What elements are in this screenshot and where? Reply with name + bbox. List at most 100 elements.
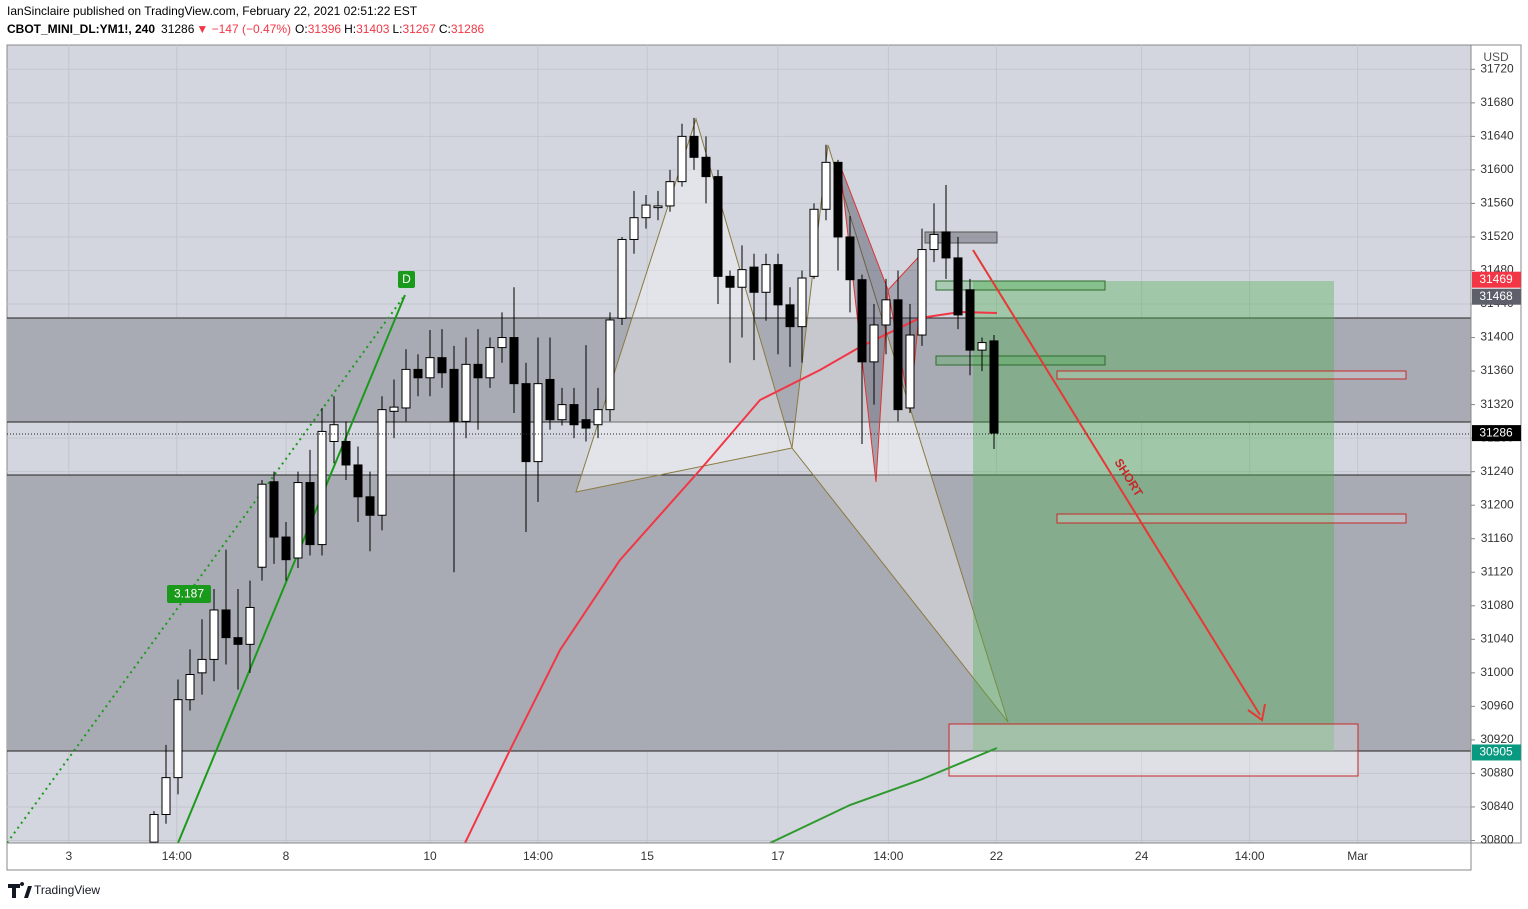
last: 31286 [161,22,195,36]
arrow [972,249,1261,716]
candle-body [773,264,783,306]
candle-body [305,482,315,546]
ratio-label: 3.187 [174,587,204,601]
candle-body [869,324,879,363]
candle-body [857,279,867,363]
candle-body [953,257,963,316]
candle-body [257,483,267,568]
candle-body [545,378,555,421]
candle-body [437,357,447,374]
candle-body [809,208,819,277]
candle-body [677,135,687,183]
time-axis [6,842,1472,871]
y-tick-label: 30840 [1480,799,1514,813]
y-tick-label: 31080 [1480,598,1514,612]
h: 31403 [356,22,390,36]
currency: USD [1483,50,1509,64]
x-tick-label: 17 [771,849,785,863]
y-tick-label: 31680 [1480,95,1514,109]
o-label: O: [295,22,308,36]
y-tick-label: 31400 [1480,330,1514,344]
y-tick-label: 31000 [1480,665,1514,679]
y-tick-label: 30920 [1480,732,1514,746]
candle-body [893,299,903,411]
ratio-box [167,585,211,603]
candle-body [281,536,291,561]
o: 31396 [308,22,342,36]
trend [177,294,406,843]
candle-body [701,156,711,178]
candle-body [497,337,507,349]
candle-body [557,404,567,421]
x-tick-label: 14:00 [1235,849,1265,863]
arrow-head [1247,703,1266,722]
box [948,723,1359,777]
candle-body [977,342,987,351]
candle-body [641,204,651,219]
candle-body [713,176,723,277]
candle-body [509,337,519,385]
candle-body [929,233,939,251]
pattern [791,144,1009,723]
candle-body [605,319,615,411]
candle-body [245,606,255,645]
candle-body [653,205,663,209]
x-tick-label: 22 [990,849,1004,863]
candle-body [989,340,999,434]
candle-body [341,440,351,466]
y-tick-label: 31520 [1480,229,1514,243]
candle-body [593,409,603,426]
x-tick-label: 8 [283,849,290,863]
y-tick-label: 31200 [1480,497,1514,511]
box [924,231,998,244]
candle-body [329,424,339,442]
price-label-box [1472,744,1521,761]
candle-body [389,406,399,412]
logo [8,882,32,898]
brand: TradingView [34,883,100,897]
candle-body [473,363,483,379]
candle-body [725,275,735,288]
candle-body [749,266,759,293]
quote: CBOT_MINI_DL:YM1!, 240 31286 ▼ −147 (−0.47… [7,22,485,36]
candle-body [833,161,843,238]
ma-green [769,747,998,843]
y-tick-label: 31720 [1480,61,1514,75]
h-label: H: [344,22,356,36]
candle-body [533,383,543,463]
drawings [7,117,1471,843]
candle-body [365,496,375,516]
y-tick-label: 31160 [1481,531,1514,545]
candle-body [221,609,231,639]
y-tick-label: 31640 [1480,129,1514,143]
y-tick-label: 31600 [1480,162,1514,176]
change: ▼ −147 (−0.47%) [196,22,291,36]
candle-body [197,658,207,674]
candle-body [845,236,855,281]
target-box [973,281,1334,751]
box [935,355,1106,366]
x-tick-label: 10 [423,849,437,863]
price-axis [1470,44,1522,844]
ma-red [464,310,998,843]
x-tick-label: 3 [65,849,72,863]
candle-body [209,609,219,660]
candle-body [317,430,327,546]
candle-body [569,404,579,426]
d-label: D [402,272,411,286]
price-label: 31469 [1479,272,1513,286]
price-label: 31286 [1479,425,1513,439]
c-label: C: [439,22,451,36]
y-tick-label: 30880 [1480,766,1514,780]
d-box [398,271,415,288]
candle-body [269,481,279,538]
candle-body [413,368,423,379]
y-tick-label: 31560 [1480,196,1514,210]
c: 31286 [451,22,485,36]
zone [7,318,1471,422]
y-tick-label: 30800 [1480,833,1514,847]
candle-body [353,464,363,498]
x-tick-label: 14:00 [873,849,903,863]
candle-body [149,814,159,843]
price-label-box [1472,425,1521,442]
